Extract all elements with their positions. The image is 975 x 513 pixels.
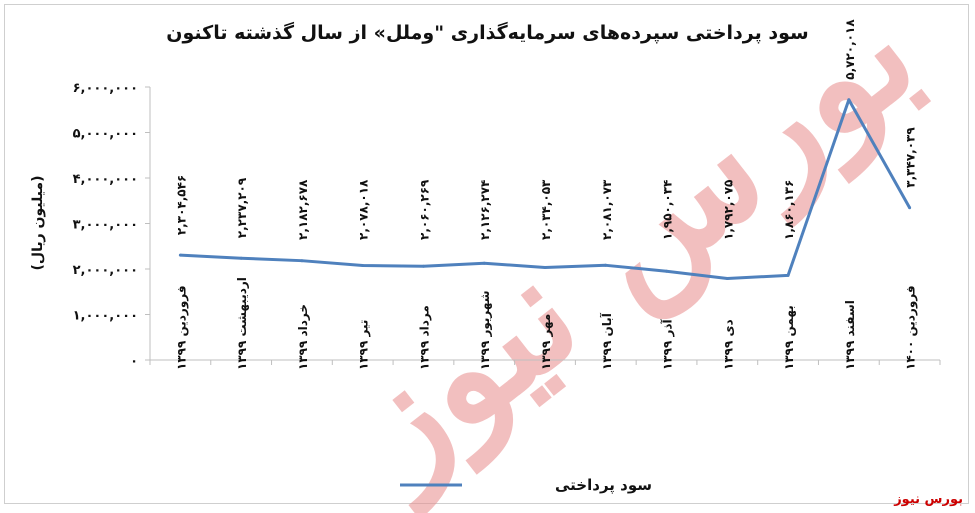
x-tick-label: آذر ۱۳۹۹ [660, 318, 675, 370]
data-point [543, 265, 547, 269]
x-tick-label: فروردین ۱۴۰۰ [904, 285, 919, 370]
data-label: ۲,۳۰۴,۵۴۶ [174, 175, 188, 235]
y-tick-label: ۵,۰۰۰,۰۰۰ [73, 127, 138, 142]
x-tick-label: خرداد ۱۳۹۹ [296, 304, 310, 370]
data-label: ۱,۸۶۰,۱۳۶ [782, 180, 796, 240]
data-label: ۲,۰۶۰,۲۶۹ [417, 179, 431, 240]
data-label: ۱,۹۵۰,۰۳۴ [661, 180, 675, 240]
x-tick-label: مرداد ۱۳۹۹ [417, 305, 431, 370]
data-point [908, 206, 912, 210]
x-tick-label: اردیبهشت ۱۳۹۹ [235, 277, 249, 370]
data-point [786, 273, 790, 277]
data-point [421, 264, 425, 268]
data-point [239, 256, 243, 260]
data-label: ۲,۰۷۸,۰۱۸ [357, 179, 371, 240]
data-point [300, 259, 304, 263]
y-tick-label: ۴,۰۰۰,۰۰۰ [73, 172, 138, 187]
data-point [178, 253, 182, 257]
chart-frame [4, 4, 969, 504]
data-label: ۲,۲۳۷,۲۰۹ [235, 177, 249, 238]
x-tick-label: بهمن ۱۳۹۹ [782, 305, 796, 370]
data-point [725, 276, 729, 280]
data-label: ۲,۱۸۲,۶۷۸ [296, 179, 310, 240]
data-label: ۵,۷۲۰,۰۱۸ [843, 19, 857, 80]
y-tick-label: ۲,۰۰۰,۰۰۰ [73, 263, 138, 278]
data-label: ۲,۱۲۶,۲۷۴ [478, 180, 492, 240]
x-tick-label: فروردین ۱۳۹۹ [174, 285, 189, 370]
data-label: ۲,۰۳۴,۰۵۳ [539, 179, 553, 240]
data-label: ۳,۳۴۷,۰۳۹ [904, 127, 918, 188]
chart-title: سود پرداختی سپرده‌های سرمایه‌گذاری "وملل… [166, 22, 809, 44]
data-point [665, 269, 669, 273]
x-tick-label: اسفند ۱۳۹۹ [843, 300, 857, 370]
data-point [482, 261, 486, 265]
y-tick-label: ۳,۰۰۰,۰۰۰ [73, 218, 138, 233]
data-point [361, 263, 365, 267]
y-tick-label: ۰ [130, 354, 138, 369]
credit-text: بورس نیوز [894, 492, 963, 507]
y-axis-title: (میلیون ریال) [30, 176, 46, 271]
x-tick-label: شهریور ۱۳۹۹ [478, 290, 493, 370]
x-tick-label: دی ۱۳۹۹ [721, 319, 735, 370]
x-tick-label: آبان ۱۳۹۹ [599, 312, 614, 370]
data-label: ۲,۰۸۱,۰۷۳ [600, 179, 614, 240]
legend-label: سود پرداختی [555, 476, 652, 495]
data-point [847, 98, 851, 102]
data-label: ۱,۷۹۲,۰۷۵ [721, 180, 735, 240]
y-tick-label: ۱,۰۰۰,۰۰۰ [73, 309, 138, 324]
data-point [604, 263, 608, 267]
x-tick-label: تیر ۱۳۹۹ [357, 320, 371, 370]
y-tick-label: ۶,۰۰۰,۰۰۰ [73, 81, 138, 96]
x-tick-label: مهر ۱۳۹۹ [539, 314, 553, 370]
